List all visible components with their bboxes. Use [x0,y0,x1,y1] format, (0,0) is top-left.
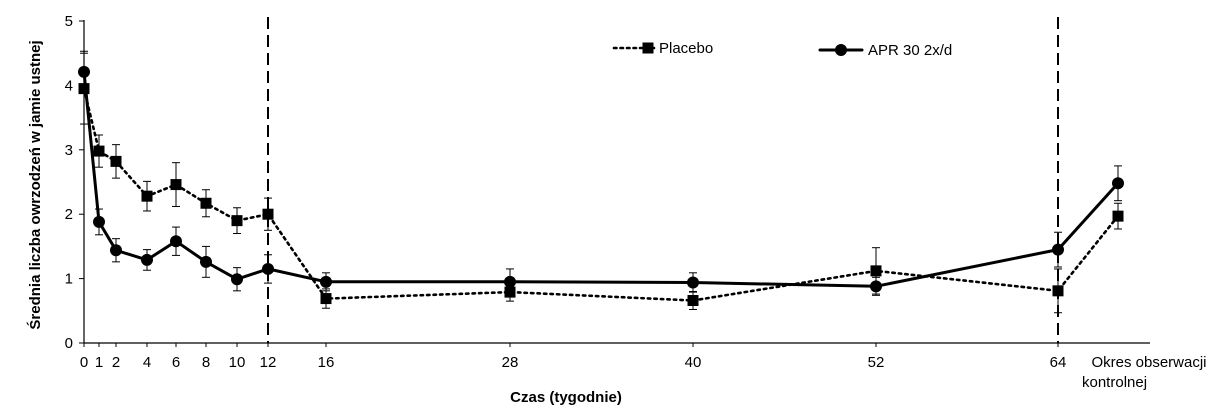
apr-marker [78,65,90,78]
reference-lines [267,17,1059,343]
placebo-marker [141,190,153,202]
placebo-marker [687,294,699,306]
legend-label: APR 30 2x/d [868,42,952,59]
x-tick-label: 10 [229,354,246,371]
x-tick-label: 6 [172,354,180,371]
placebo-marker [262,208,274,220]
x-followup-label: kontrolnej [1082,374,1147,391]
y-tick-label: 4 [65,77,73,94]
y-tick-label: 3 [65,142,73,159]
placebo-marker [110,155,122,167]
series-lines [82,70,1120,302]
x-tick-label: 16 [318,354,335,371]
x-tick-label: 1 [95,354,103,371]
x-tick-label: 64 [1050,354,1067,371]
apr-marker [504,275,516,288]
y-axis-title: Średnia liczba owrzodzeń w jamie ustnej [26,40,44,329]
placebo-marker [870,265,882,277]
apr-marker [320,275,332,288]
apr-marker [200,255,212,268]
legend-item: Placebo [612,40,713,57]
series-markers [78,65,1124,306]
apr-marker [870,280,882,293]
apr-marker [110,244,122,257]
placebo-marker [200,197,212,209]
placebo-marker [1112,210,1124,222]
x-followup-label: Okres obserwacji [1091,354,1206,371]
y-tick-label: 2 [65,206,73,223]
apr-marker [93,215,105,228]
y-tick-label: 5 [65,13,73,30]
x-axis-title: Czas (tygodnie) [510,389,622,406]
placebo-marker [78,83,90,95]
legend-label: Placebo [659,40,713,57]
x-tick-label: 0 [80,354,88,371]
apr-marker [170,235,182,248]
x-tick-label: 12 [260,354,277,371]
apr-marker [687,276,699,289]
y-tick-label: 0 [65,335,73,352]
apr-marker [141,253,153,266]
legend: Placebo APR 30 2x/d [612,40,952,59]
apr-marker [1112,177,1124,190]
x-tick-label: 2 [112,354,120,371]
x-tick-label: 52 [868,354,885,371]
placebo-marker [320,293,332,305]
series-line-apr [82,70,1120,288]
x-tick-label: 28 [502,354,519,371]
placebo-marker [93,145,105,157]
x-tick-label: 8 [202,354,210,371]
placebo-marker [170,179,182,191]
y-tick-label: 1 [65,271,73,288]
x-tick-label: 40 [685,354,702,371]
x-tick-label: 4 [143,354,151,371]
axes [79,20,1150,347]
apr-marker [1052,243,1064,256]
placebo-marker [231,215,243,227]
placebo-marker [504,286,516,298]
series-line-placebo [82,87,1120,302]
apr-marker [262,262,274,275]
apr-marker [231,273,243,286]
placebo-marker [1052,285,1064,297]
legend-item: APR 30 2x/d [818,42,952,59]
